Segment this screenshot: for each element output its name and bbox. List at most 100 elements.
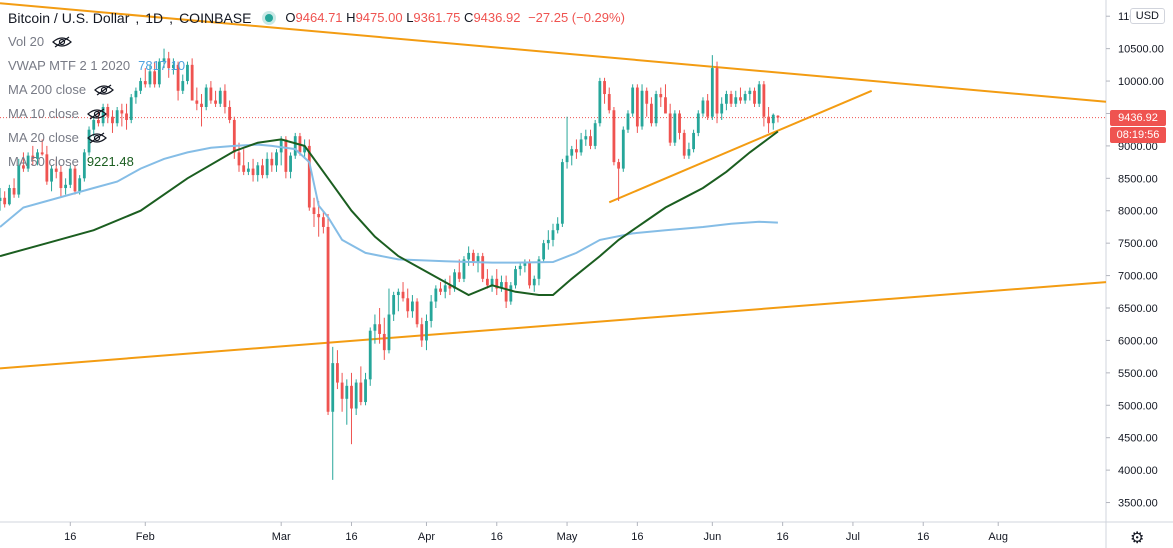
candle-body <box>345 385 349 399</box>
candle-body <box>364 379 367 403</box>
candle-body <box>607 94 611 111</box>
candle-body <box>307 145 311 208</box>
market-status-icon <box>265 14 274 22</box>
candle-body <box>673 113 677 143</box>
low-value: 9361.75 <box>413 10 461 25</box>
hidden-eye-icon[interactable] <box>86 132 107 144</box>
candle-body <box>518 265 522 270</box>
y-tick-label: 5000.00 <box>1118 400 1158 412</box>
currency-button[interactable]: USD <box>1129 8 1165 24</box>
candle-body <box>340 382 344 399</box>
hidden-eye-icon[interactable] <box>86 108 107 120</box>
candle-body <box>256 165 260 176</box>
candle-body <box>490 278 494 286</box>
candle-body <box>387 314 391 351</box>
candle-body <box>396 291 400 296</box>
candle-body <box>293 136 297 156</box>
exchange-label: COINBASE <box>179 10 252 26</box>
candle-body <box>650 103 653 124</box>
candle-body <box>359 382 363 403</box>
interval-label[interactable]: 1D <box>145 10 164 26</box>
candle-body <box>659 94 663 98</box>
indicator-row[interactable]: MA 50 close 9221.48 <box>8 150 625 174</box>
indicator-row[interactable]: MA 20 close <box>8 126 625 150</box>
candle-body <box>232 119 236 153</box>
candle-body <box>762 84 766 117</box>
candle-body <box>682 132 686 156</box>
last-price-label: 9436.92 <box>1110 109 1166 126</box>
candle-body <box>748 90 752 95</box>
indicator-row[interactable]: MA 200 close <box>8 78 625 102</box>
hidden-eye-icon[interactable] <box>52 36 73 48</box>
candle-body <box>87 129 91 153</box>
y-tick-label: 8500.00 <box>1118 173 1158 185</box>
low-label: L <box>406 10 414 25</box>
candle-body <box>251 168 255 176</box>
hidden-eye-icon[interactable] <box>94 84 114 96</box>
indicator-row[interactable]: Vol 20 <box>8 30 625 54</box>
candle-body <box>584 136 588 140</box>
symbol-name[interactable]: Bitcoin / U.S. Dollar <box>8 10 130 26</box>
candle-body <box>589 136 592 146</box>
candle-body <box>378 324 382 334</box>
change-value: −27.25 (−0.29%) <box>528 10 625 25</box>
y-tick-label: 7000.00 <box>1118 271 1158 283</box>
candle-body <box>0 197 2 202</box>
candle-body <box>204 87 208 107</box>
candle-body <box>678 113 681 133</box>
x-tick-label: Mar <box>272 531 291 543</box>
candle-body <box>476 256 480 263</box>
candle-body <box>598 81 602 124</box>
y-tick-label: 6000.00 <box>1118 335 1158 347</box>
candle-body <box>729 94 733 104</box>
candle-body <box>664 97 667 114</box>
candle-body <box>626 113 630 130</box>
candle-body <box>434 288 438 302</box>
separator: , <box>169 10 174 26</box>
candle-body <box>326 226 330 412</box>
candle-body <box>228 106 232 120</box>
candle-body <box>645 90 649 104</box>
candle-body <box>190 64 194 101</box>
y-tick-label: 5500.00 <box>1118 368 1158 380</box>
candle-body <box>167 58 171 69</box>
ma50-line <box>0 130 779 297</box>
candle-body <box>411 301 414 312</box>
candle-body <box>153 71 157 85</box>
candle-body <box>336 363 339 383</box>
candle-body <box>415 301 419 325</box>
candle-body <box>500 282 503 289</box>
candle-body <box>3 197 7 205</box>
candle-body <box>457 272 461 279</box>
open-value: 9464.71 <box>295 10 343 25</box>
candle-body <box>439 288 442 292</box>
candle-body <box>551 230 555 240</box>
candle-body <box>509 285 513 302</box>
x-tick-label: Jul <box>846 531 860 543</box>
candle-body <box>429 301 433 321</box>
y-tick-label: 4500.00 <box>1118 433 1158 445</box>
candle-body <box>50 168 53 182</box>
indicator-row[interactable]: VWAP MTF 2 1 2020 7817.10 <box>8 54 625 78</box>
y-tick-label: 4000.00 <box>1118 465 1158 477</box>
indicator-label: MA 10 close <box>8 106 79 121</box>
gear-icon[interactable]: ⚙ <box>1130 530 1145 547</box>
candle-body <box>617 162 621 169</box>
candle-body <box>776 115 780 118</box>
candle-body <box>495 278 499 289</box>
candle-body <box>279 139 283 153</box>
candle-body <box>134 90 138 98</box>
candle-body <box>696 113 700 133</box>
candle-body <box>425 320 428 341</box>
candle-body <box>120 110 124 114</box>
candle-body <box>448 285 452 289</box>
candle-body <box>739 97 742 101</box>
candle-body <box>275 152 278 166</box>
candle-body <box>73 168 77 192</box>
indicator-row[interactable]: MA 10 close <box>8 102 625 126</box>
trendline-rising-support <box>608 89 873 204</box>
candle-body <box>654 94 658 124</box>
candle-body <box>115 110 119 124</box>
candle-body <box>265 158 269 176</box>
